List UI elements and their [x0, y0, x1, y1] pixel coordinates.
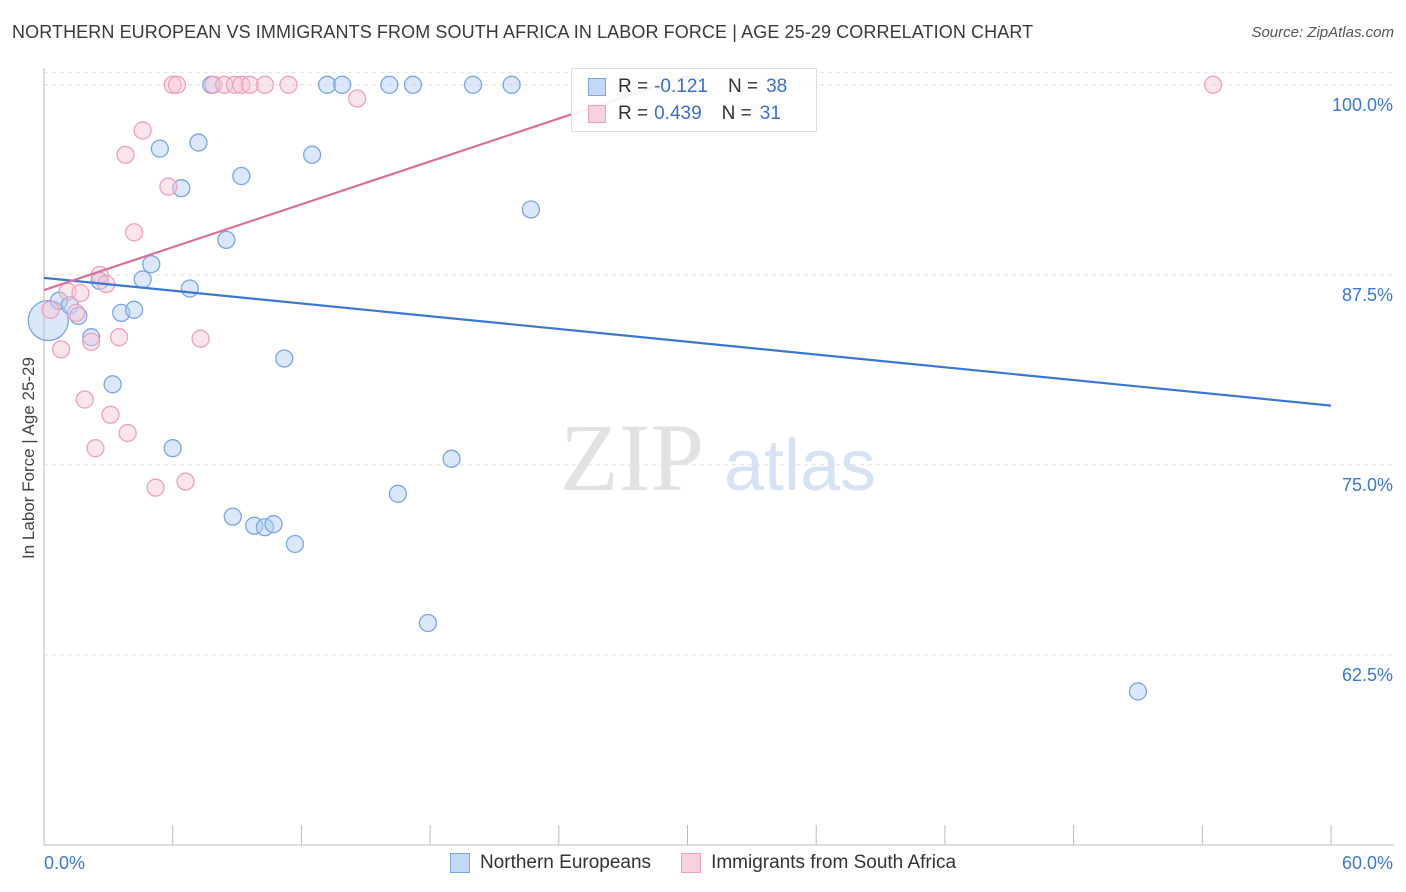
data-point — [380, 75, 399, 94]
data-point — [82, 328, 101, 347]
data-point — [142, 255, 161, 274]
data-point — [75, 390, 94, 409]
data-point — [103, 375, 122, 394]
legend-swatch-pink — [681, 853, 702, 873]
data-point — [150, 139, 169, 158]
data-point — [275, 349, 294, 368]
r-label: R = — [618, 76, 649, 97]
data-point — [189, 133, 208, 152]
n-value: 38 — [766, 76, 788, 97]
data-point — [146, 478, 165, 497]
data-point — [403, 75, 423, 94]
data-point — [180, 279, 200, 298]
legend-swatch-blue — [588, 78, 606, 96]
data-point — [225, 75, 245, 94]
data-point — [67, 303, 86, 323]
data-point — [133, 121, 152, 140]
tick-labels: 62.5% 75.0% 87.5% 100.0% 0.0% 60.0% — [44, 95, 1393, 873]
legend-row-northern-europeans: R = -0.121 N = 38 — [588, 75, 787, 99]
data-point — [285, 534, 305, 554]
n-value: 31 — [759, 103, 781, 124]
source-label: Source: ZipAtlas.com — [1251, 24, 1394, 41]
data-point — [348, 89, 367, 108]
data-point — [264, 515, 283, 534]
data-point — [388, 484, 408, 503]
legend-item-northern-europeans[interactable]: Northern Europeans — [449, 852, 652, 874]
data-point — [176, 472, 195, 491]
legend-swatch-pink — [588, 105, 606, 123]
legend-item-south-africa[interactable]: Immigrants from South Africa — [681, 852, 956, 874]
n-label: N = — [727, 76, 759, 97]
y-tick-label: 87.5% — [1342, 285, 1393, 305]
data-point — [159, 177, 178, 196]
data-point — [302, 145, 322, 164]
data-point — [418, 613, 438, 633]
data-point — [124, 300, 144, 319]
x-tick-label: 0.0% — [44, 853, 85, 873]
x-tick-label: 60.0% — [1342, 853, 1393, 873]
data-point — [82, 332, 101, 351]
data-point — [442, 449, 461, 468]
data-point — [191, 329, 210, 348]
series-south-africa — [41, 75, 1223, 497]
data-point — [279, 75, 298, 94]
series-northern-europeans — [27, 75, 1148, 701]
data-point — [521, 200, 541, 219]
data-point — [163, 439, 182, 458]
legend-label: Northern Europeans — [479, 852, 652, 873]
data-point — [1203, 75, 1223, 94]
data-point — [232, 166, 251, 186]
y-axis-label: In Labor Force | Age 25-29 — [19, 357, 38, 559]
data-point — [240, 75, 260, 94]
data-point — [86, 439, 105, 458]
data-point — [101, 405, 120, 424]
legend-row-south-africa: R = 0.439 N = 31 — [588, 102, 781, 126]
data-point — [255, 75, 275, 94]
data-point — [502, 75, 521, 94]
r-value: -0.121 — [654, 76, 708, 97]
y-tick-label: 100.0% — [1332, 95, 1393, 115]
data-point — [52, 340, 71, 359]
axes — [43, 68, 1394, 846]
watermark-zip: ZIP — [560, 404, 704, 511]
data-point — [204, 75, 223, 94]
legend-swatch-blue — [449, 853, 470, 873]
data-point — [223, 507, 242, 526]
chart-title: NORTHERN EUROPEAN VS IMMIGRANTS FROM SOU… — [12, 22, 1034, 42]
trend-line-northern-europeans — [43, 276, 1332, 407]
watermark: ZIP atlas — [560, 404, 876, 511]
n-label: N = — [721, 103, 752, 124]
correlation-legend: R = -0.121 N = 38 R = 0.439 N = 31 — [571, 68, 817, 132]
data-point — [71, 283, 90, 303]
y-tick-label: 75.0% — [1342, 475, 1393, 495]
data-point — [116, 145, 135, 164]
watermark-atlas: atlas — [724, 426, 876, 506]
data-point — [333, 75, 352, 94]
data-point — [463, 75, 483, 94]
data-point — [217, 230, 236, 250]
r-value: 0.439 — [654, 103, 702, 124]
data-point — [167, 75, 187, 94]
legend-label: Immigrants from South Africa — [711, 852, 957, 873]
series-legend: Northern Europeans Immigrants from South… — [0, 852, 1406, 874]
data-point — [133, 270, 152, 289]
data-point — [118, 423, 137, 443]
data-point — [124, 223, 144, 242]
data-point — [163, 75, 182, 94]
data-point — [41, 300, 60, 319]
data-point — [109, 328, 129, 347]
r-label: R = — [618, 103, 649, 124]
y-tick-label: 62.5% — [1342, 665, 1393, 685]
data-point — [69, 306, 88, 326]
gridlines — [44, 72, 1394, 656]
data-points — [27, 75, 1223, 701]
data-point — [317, 75, 337, 94]
data-point — [1128, 682, 1148, 701]
